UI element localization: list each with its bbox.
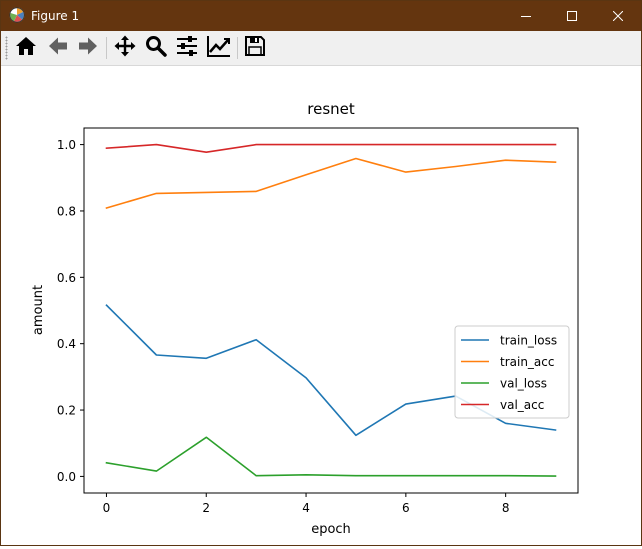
legend-entry-label: val_acc bbox=[500, 398, 544, 412]
x-tick-label: 4 bbox=[302, 501, 310, 515]
legend-entry-label: train_acc bbox=[500, 355, 554, 369]
maximize-button[interactable] bbox=[549, 1, 595, 31]
toolbar-separator bbox=[237, 37, 238, 59]
legend-entry-label: val_loss bbox=[500, 377, 547, 391]
y-axis-label: amount bbox=[31, 285, 46, 335]
series-line-val-loss bbox=[105, 436, 557, 477]
navigation-toolbar bbox=[1, 31, 641, 66]
close-button[interactable] bbox=[595, 1, 641, 31]
sliders-icon bbox=[176, 35, 198, 61]
arrow-right-icon bbox=[77, 35, 99, 61]
toolbar-grip[interactable] bbox=[5, 36, 8, 60]
y-tick-label: 0.4 bbox=[57, 337, 76, 351]
zoom-button[interactable] bbox=[143, 35, 169, 61]
matplotlib-logo-icon bbox=[9, 7, 25, 23]
series-line-train-acc bbox=[105, 157, 557, 209]
axes-frame bbox=[83, 127, 579, 494]
arrow-left-icon bbox=[47, 35, 69, 61]
line-chart-icon bbox=[207, 35, 231, 61]
legend: train_loss train_acc val_loss val_acc bbox=[454, 325, 570, 419]
y-tick-label: 1.0 bbox=[57, 138, 76, 152]
minimize-icon bbox=[521, 11, 531, 21]
x-tick-label: 8 bbox=[502, 501, 510, 515]
x-tick-label: 0 bbox=[103, 501, 111, 515]
x-axis-label: epoch bbox=[311, 522, 351, 537]
y-tick-label: 0.0 bbox=[57, 470, 76, 484]
toolbar-separator bbox=[106, 37, 107, 59]
legend-entry-label: train_loss bbox=[500, 334, 557, 348]
y-tick-label: 0.6 bbox=[57, 271, 76, 285]
chart-title: resnet bbox=[307, 100, 355, 118]
edit-axis-button[interactable] bbox=[206, 35, 232, 61]
forward-button[interactable] bbox=[75, 35, 101, 61]
home-button[interactable] bbox=[13, 35, 39, 61]
maximize-icon bbox=[567, 11, 577, 21]
configure-subplots-button[interactable] bbox=[174, 35, 200, 61]
x-tick-label: 2 bbox=[202, 501, 210, 515]
magnifier-icon bbox=[145, 35, 167, 61]
title-bar[interactable]: Figure 1 bbox=[1, 1, 641, 31]
close-icon bbox=[613, 11, 623, 21]
minimize-button[interactable] bbox=[503, 1, 549, 31]
pan-button[interactable] bbox=[112, 35, 138, 61]
series-line-val-acc bbox=[105, 143, 557, 153]
move-arrows-icon bbox=[114, 35, 136, 61]
chart: 0 2 4 6 8 0.0 0.2 0.4 0.6 0.8 1.0 resnet epoch amo… bbox=[31, 100, 579, 537]
y-tick-label: 0.2 bbox=[57, 404, 76, 418]
save-button[interactable] bbox=[242, 35, 268, 61]
back-button[interactable] bbox=[45, 35, 71, 61]
figure-canvas[interactable]: 0 2 4 6 8 0.0 0.2 0.4 0.6 0.8 1.0 resnet epoch amo… bbox=[1, 66, 641, 545]
y-tick-label: 0.8 bbox=[57, 204, 76, 218]
x-tick-label: 6 bbox=[402, 501, 410, 515]
window-title: Figure 1 bbox=[31, 9, 80, 23]
legend-box bbox=[454, 325, 570, 419]
floppy-disk-icon bbox=[244, 35, 266, 61]
home-icon bbox=[15, 35, 37, 61]
